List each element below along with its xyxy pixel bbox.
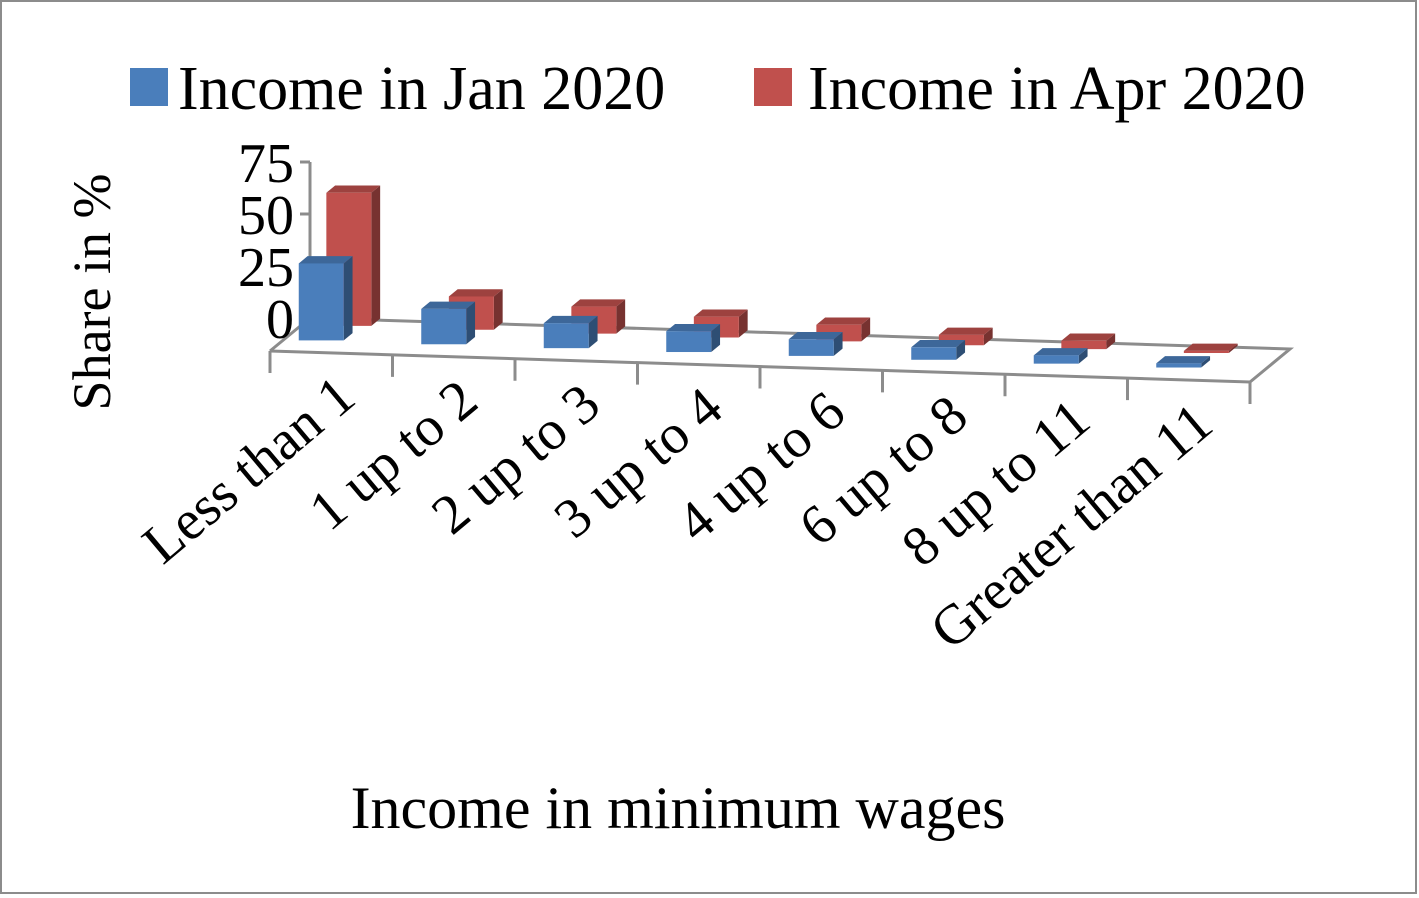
bar-top [1183, 343, 1238, 351]
bar-side [956, 340, 966, 360]
floor-outline [269, 316, 1295, 384]
bar-top [571, 299, 626, 307]
bar-side [371, 185, 381, 326]
bar-front [1061, 340, 1107, 350]
bar-side [983, 327, 993, 346]
bars [298, 185, 1238, 368]
bar-side [711, 323, 721, 353]
bar-apr-6 [1061, 333, 1116, 350]
bar-top [693, 309, 748, 317]
bar-front [298, 263, 344, 341]
bar-front [666, 331, 712, 353]
bar-side [616, 299, 626, 334]
bar-front [421, 308, 467, 345]
bar-jan-5 [911, 340, 966, 360]
bar-top [448, 289, 503, 297]
bar-top [1061, 333, 1116, 341]
y-tick-label: 50 [238, 185, 294, 247]
bar-side [861, 317, 871, 342]
bar-side [343, 256, 353, 341]
bar-jan-7 [1156, 356, 1211, 368]
bar-front [788, 339, 834, 356]
bar-side [738, 309, 748, 338]
axes [269, 162, 1295, 404]
legend: Income in Jan 2020 Income in Apr 2020 [130, 55, 1306, 123]
legend-label-jan: Income in Jan 2020 [178, 55, 665, 123]
bar-jan-2 [543, 315, 598, 349]
x-tick-labels: Less than 11 up to 22 up to 33 up to 44 … [131, 351, 1252, 661]
bar-apr-3 [693, 309, 748, 338]
bar-side [833, 331, 843, 356]
bar-side [1201, 356, 1211, 368]
bar-side [588, 315, 598, 349]
bar-front [911, 347, 957, 360]
bar-front [1183, 350, 1229, 354]
bar-top [421, 301, 476, 309]
bar-top [326, 185, 381, 193]
bar-jan-1 [421, 301, 476, 345]
y-tick-label: 75 [238, 133, 294, 195]
bar-side [1106, 333, 1116, 350]
bar-side [493, 289, 503, 330]
bar-side [1228, 343, 1238, 354]
bar-top [666, 323, 721, 332]
bar-top [1033, 348, 1088, 356]
bar-side [466, 301, 476, 345]
bar-jan-3 [666, 323, 721, 353]
x-axis-title: Income in minimum wages [351, 775, 1006, 841]
bar-top [298, 256, 353, 264]
y-tick-label: 25 [238, 237, 294, 299]
bar-jan-6 [1033, 348, 1088, 364]
bar-jan-0 [298, 256, 353, 341]
bar-top [1156, 356, 1211, 364]
legend-swatch-jan [130, 68, 168, 106]
bar-front [543, 323, 589, 349]
bar-front [1033, 355, 1079, 364]
y-tick-label: 0 [266, 289, 294, 351]
bar-front [1156, 363, 1202, 368]
bar-top [911, 340, 966, 348]
bar-top [816, 317, 871, 325]
legend-swatch-apr [754, 68, 792, 106]
bar-top [938, 327, 993, 335]
bar-jan-4 [788, 331, 843, 356]
bar-side [1078, 348, 1088, 364]
legend-label-apr: Income in Apr 2020 [808, 55, 1306, 123]
y-axis-title: Share in % [62, 174, 122, 411]
bar-top [788, 331, 843, 340]
bar-apr-7 [1183, 343, 1238, 354]
bar-top [543, 315, 598, 324]
